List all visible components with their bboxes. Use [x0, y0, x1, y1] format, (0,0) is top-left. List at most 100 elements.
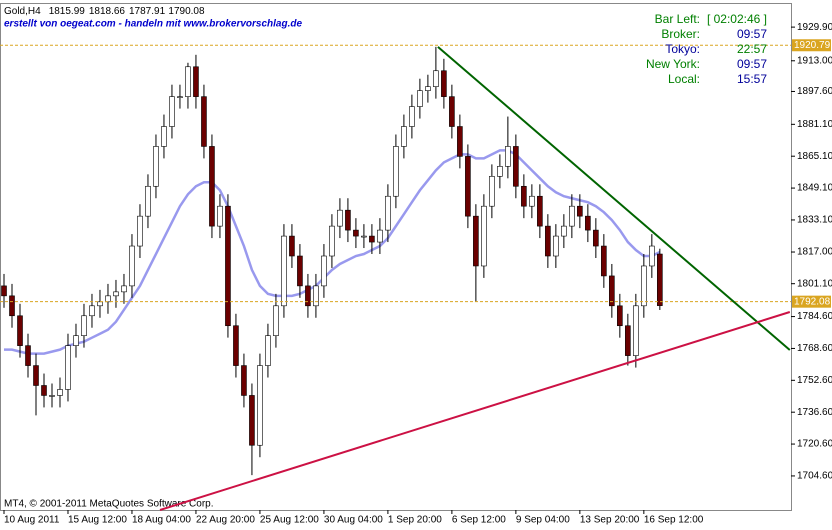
y-tick-label: 1833.10	[797, 215, 832, 226]
candle-body	[65, 345, 71, 390]
y-tick-label: 1704.60	[797, 471, 832, 482]
candle-body	[401, 126, 407, 147]
candle-body	[393, 146, 399, 197]
price-label: 1792.08	[794, 296, 831, 307]
candle-body	[633, 305, 639, 356]
info-value: 15:57	[737, 72, 767, 86]
candle-body	[609, 275, 615, 307]
candle-body	[169, 96, 175, 127]
candle-body	[641, 265, 647, 307]
candle-body	[457, 126, 463, 157]
candle-body	[265, 335, 271, 366]
candle-body	[337, 209, 343, 227]
trendline	[437, 46, 791, 351]
candle-body	[25, 345, 31, 366]
candle-body	[321, 255, 327, 287]
candle-body	[425, 86, 431, 91]
candle-body	[657, 253, 663, 306]
candle-body	[513, 146, 519, 187]
candle-body	[377, 229, 383, 243]
candle-body	[649, 245, 655, 267]
candle-body	[241, 365, 247, 396]
x-tick-label: 1 Sep 20:00	[388, 515, 442, 526]
x-tick-label: 9 Sep 04:00	[516, 515, 570, 526]
x-tick-label: 18 Aug 04:00	[132, 515, 191, 526]
y-tick-label: 1865.10	[797, 151, 832, 162]
x-tick-label: 25 Aug 12:00	[260, 515, 319, 526]
y-tick-label: 1736.60	[797, 407, 832, 418]
candle-body	[617, 305, 623, 327]
chart-title: Gold,H4 1815.99 1818.66 1787.91 1790.08	[4, 6, 205, 17]
candle-body	[121, 285, 127, 293]
candle-body	[257, 365, 263, 446]
y-tick-label: 1881.10	[797, 119, 832, 130]
candle-body	[369, 235, 375, 243]
candle-body	[601, 245, 607, 277]
info-value: 09:57	[737, 57, 767, 71]
candle-body	[449, 96, 455, 127]
candle-body	[33, 365, 39, 386]
candle-body	[161, 126, 167, 147]
x-tick-label: 10 Aug 2011	[4, 515, 60, 526]
candle-body	[585, 215, 591, 231]
ohlc-open: 1815.99	[49, 6, 86, 17]
info-value: [ 02:02:46 ]	[707, 12, 767, 26]
candle-body	[273, 305, 279, 336]
y-tick-label: 1897.60	[797, 86, 832, 97]
info-label: Tokyo:	[665, 42, 700, 56]
candle-body	[497, 166, 503, 177]
candle-body	[1, 285, 7, 297]
candle-body	[73, 335, 79, 346]
y-tick-label: 1768.60	[797, 343, 832, 354]
candle-body	[105, 295, 111, 303]
candle-body	[529, 195, 535, 207]
candle-body	[289, 235, 295, 257]
subtitle: erstellt von oegeat.com - handeln mit ww…	[4, 19, 302, 30]
candle-body	[153, 146, 159, 187]
y-tick-label: 1720.60	[797, 439, 832, 450]
candle-body	[489, 176, 495, 207]
candle-body	[625, 325, 631, 356]
info-value: 22:57	[737, 42, 767, 56]
price-label-box	[792, 295, 831, 308]
candle-body	[305, 285, 311, 307]
x-tick-label: 15 Aug 12:00	[68, 515, 127, 526]
candle-body	[481, 205, 487, 267]
x-tick-label: 22 Aug 20:00	[196, 515, 255, 526]
ohlc-low: 1787.91	[129, 6, 166, 17]
candle-body	[9, 295, 15, 317]
candle-body	[201, 96, 207, 147]
info-label: Broker:	[661, 27, 700, 41]
candle-body	[593, 229, 599, 247]
info-label: New York:	[646, 57, 700, 71]
candle-body	[441, 70, 447, 97]
candle-body	[473, 215, 479, 267]
candle-body	[521, 185, 527, 207]
candle-body	[249, 395, 255, 446]
candle-body	[361, 235, 367, 238]
y-tick-label: 1801.10	[797, 278, 832, 289]
y-tick-label: 1784.60	[797, 311, 832, 322]
trendline	[159, 311, 791, 511]
candle-body	[57, 389, 63, 396]
y-tick-label: 1752.60	[797, 375, 832, 386]
candle-body	[537, 195, 543, 227]
x-tick-label: 6 Sep 12:00	[452, 515, 506, 526]
candle-body	[577, 205, 583, 217]
candle-body	[569, 205, 575, 227]
candle-body	[353, 229, 359, 237]
candle-body	[49, 395, 55, 397]
candle-body	[505, 146, 511, 167]
y-tick-label: 1929.90	[797, 22, 832, 33]
candle-body	[137, 215, 143, 247]
candle-body	[209, 146, 215, 227]
info-label: Local:	[668, 72, 700, 86]
candle-body	[217, 205, 223, 227]
footer: MT4, © 2001-2011 MetaQuotes Software Cor…	[4, 499, 214, 510]
price-label: 1920.79	[794, 40, 831, 51]
y-tick-label: 1817.00	[797, 247, 832, 258]
candle-body	[233, 325, 239, 366]
candle-body	[433, 70, 439, 87]
